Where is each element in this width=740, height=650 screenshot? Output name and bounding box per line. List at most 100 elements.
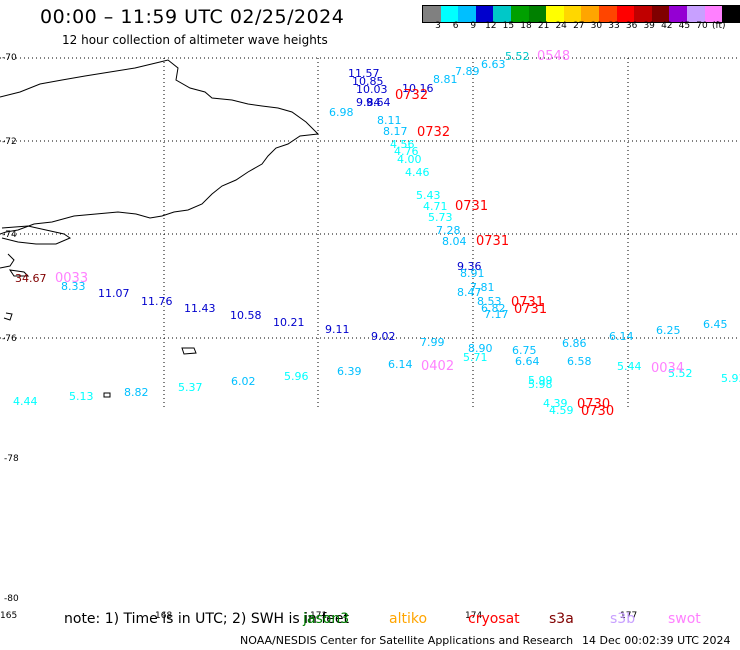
- satellite-swot: swot: [668, 611, 701, 627]
- wave-height-label: 8.91: [460, 267, 485, 280]
- longitude-label: 174: [465, 611, 482, 621]
- wave-height-label: 6.25: [656, 324, 681, 337]
- legend-swatch: [528, 6, 547, 22]
- wave-height-label: 5.52: [505, 50, 530, 63]
- lat-lon-grid: [0, 57, 740, 408]
- legend-label: 18: [520, 21, 532, 31]
- legend-label: 36: [625, 21, 638, 31]
- wave-height-label: 11.07: [98, 287, 130, 300]
- wave-height-label: 7.81: [470, 281, 495, 294]
- axis-labels: -70 -72 -74 -76 -78 -80 165 168 171 174 177: [0, 53, 637, 621]
- wave-height-label: 8.53: [477, 295, 502, 308]
- footer-note: note: 1) Time is in UTC; 2) SWH is in fe…: [64, 611, 350, 627]
- legend-swatch: [440, 6, 459, 22]
- longitude-label: 177: [620, 611, 637, 621]
- wave-height-label: 5.71: [463, 351, 488, 364]
- wave-height-label: 10.58: [230, 309, 262, 322]
- legend-label: 33: [608, 21, 620, 31]
- wave-height-label: 8.33: [61, 280, 86, 293]
- pass-time-label: 0033: [55, 271, 88, 286]
- wave-height-label: 9.36: [457, 260, 482, 273]
- legend-swatch: [598, 6, 617, 22]
- wave-height-label: 9.02: [371, 330, 396, 343]
- wave-height-label: 4.76: [394, 145, 419, 158]
- pass-time-label: 0730: [581, 404, 614, 419]
- legend-label: 45: [678, 21, 691, 31]
- pass-time-label: 0732: [417, 125, 450, 140]
- wave-height-label: 10.21: [273, 316, 305, 329]
- legend-label: 30: [590, 21, 603, 31]
- pass-time-label: 0731: [476, 234, 509, 249]
- legend-label: 15: [502, 21, 515, 31]
- wave-height-label: 8.47: [457, 286, 482, 299]
- legend-swatch: [423, 6, 441, 22]
- legend-swatch: [458, 6, 476, 22]
- legend-swatch: [669, 6, 687, 22]
- legend-label: 21: [537, 21, 550, 31]
- legend-swatch: [475, 6, 494, 22]
- longitude-label: 165: [0, 611, 17, 621]
- wave-height-label: 8.90: [468, 342, 493, 355]
- coastline: [0, 59, 320, 398]
- legend-label: 12: [485, 21, 497, 31]
- wave-height-label: 6.14: [609, 330, 634, 343]
- wave-height-label: 9.84: [356, 96, 381, 109]
- wave-height-label: 6.39: [337, 365, 362, 378]
- latitude-label: -72: [2, 137, 17, 147]
- wave-height-label: 5.37: [178, 381, 203, 394]
- legend-label: 27: [573, 21, 585, 31]
- wave-height-label: 9.11: [325, 323, 350, 336]
- wave-height-label: 7.28: [436, 224, 461, 237]
- island-coast-c: [8, 269, 30, 277]
- satellite-cryosat: cryosat: [468, 611, 520, 627]
- legend-swatch: [581, 6, 599, 22]
- wave-height-label: 5.44: [617, 360, 642, 373]
- legend-swatch: [493, 6, 511, 22]
- latitude-label: -74: [2, 230, 17, 240]
- wave-height-label: 7.17: [484, 308, 509, 321]
- pass-time-label: 0731: [514, 302, 547, 317]
- legend-label: 6: [452, 21, 459, 31]
- satellite-jason3: jason3: [303, 611, 350, 627]
- legend-label: 42: [661, 21, 673, 31]
- wave-height-label: 10.85: [352, 75, 384, 88]
- latitude-label: -76: [2, 334, 17, 344]
- wave-height-label: 8.04: [442, 235, 467, 248]
- wave-height-label: 4.00: [397, 153, 422, 166]
- wave-height-label: 4.59: [549, 404, 574, 417]
- legend-label: 24: [555, 21, 567, 31]
- wave-height-label: 9.64: [366, 96, 391, 109]
- satellite-s3a: s3a: [549, 611, 574, 627]
- wave-height-label: 11.76: [141, 295, 173, 308]
- wave-height-label: 6.86: [562, 337, 587, 350]
- wave-height-label: 6.14: [388, 358, 413, 371]
- wave-height-label: 5.98: [528, 378, 553, 391]
- wave-height-label: 7.89: [455, 65, 480, 78]
- wave-height-label: 6.75: [512, 344, 537, 357]
- wave-height-label: 11.57: [348, 67, 380, 80]
- wave-height-label: 4.56: [390, 138, 415, 151]
- pass-time-label: 0402: [421, 359, 454, 374]
- legend-swatch: [704, 6, 723, 22]
- wave-height-label: 11.43: [184, 302, 216, 315]
- longitude-label: 171: [310, 611, 327, 621]
- legend-swatch: [722, 6, 740, 22]
- legend-swatch: [510, 6, 529, 22]
- island-coast-f: [3, 312, 13, 321]
- wave-height-label: 8.82: [124, 386, 149, 399]
- wave-height-label: 6.45: [703, 318, 728, 331]
- wave-height-label: 8.17: [383, 125, 408, 138]
- generated-date: 14 Dec 00:02:39 UTC 2024: [582, 634, 731, 647]
- wave-height-label: 5.93: [721, 372, 740, 385]
- latitude-label: -78: [4, 454, 19, 464]
- wave-height-label: 5.73: [428, 211, 453, 224]
- wave-height-label: 5.13: [69, 390, 94, 403]
- latitude-label: -80: [4, 594, 19, 604]
- legend-swatch: [546, 6, 564, 22]
- wave-height-label: 6.02: [231, 375, 256, 388]
- wave-height-label: 5.99: [528, 374, 553, 387]
- legend-swatch: [563, 6, 582, 22]
- wave-height-label: 7.99: [420, 336, 445, 349]
